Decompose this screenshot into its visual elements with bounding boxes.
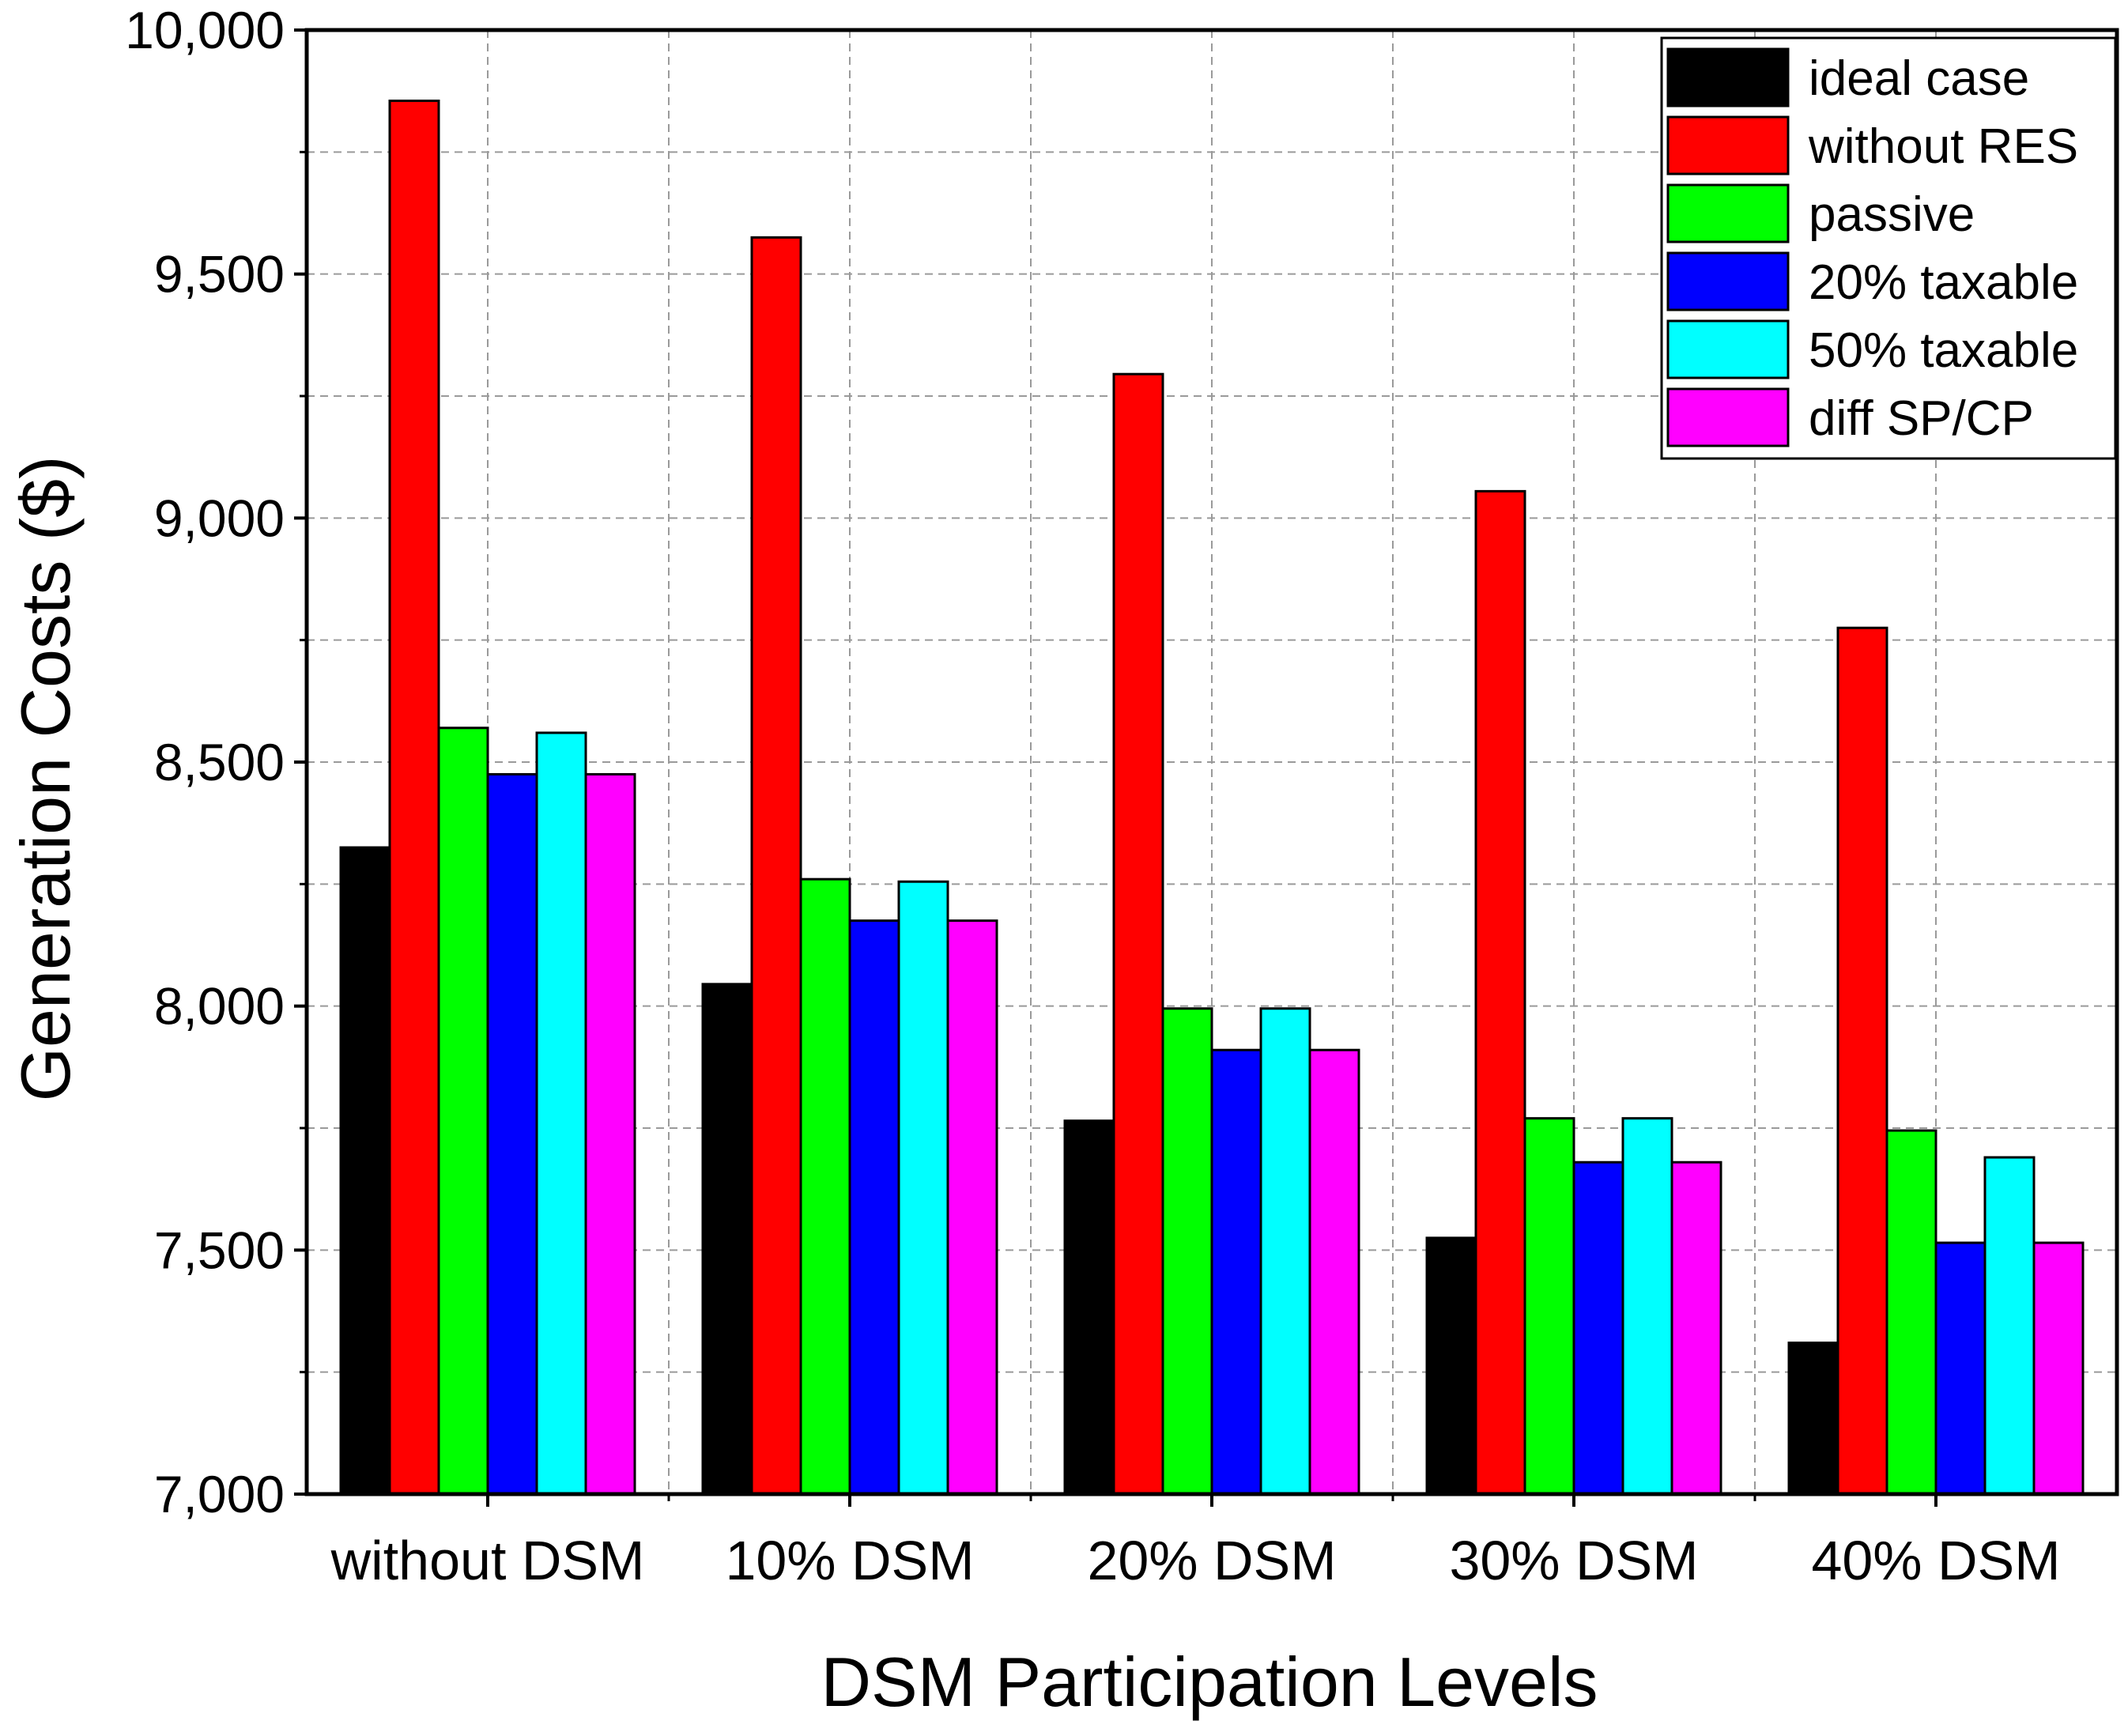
legend-label: 20% taxable — [1809, 255, 2078, 310]
legend-label: 50% taxable — [1809, 323, 2078, 378]
legend: ideal case without RES passive 20% taxable 5… — [1660, 36, 2117, 460]
x-axis-title: DSM Participation Levels — [821, 1643, 1598, 1721]
bars — [339, 100, 2085, 1496]
bar-without-res-2 — [1112, 372, 1164, 1496]
bar-diff-sp-cp-2 — [1308, 1048, 1360, 1496]
legend-swatch — [1666, 115, 1790, 175]
bar-diff-sp-cp-3 — [1670, 1160, 1722, 1496]
bar-without-res-4 — [1836, 626, 1888, 1496]
bar-50-taxable-4 — [1983, 1156, 2036, 1496]
bar-without-res-3 — [1474, 489, 1526, 1496]
x-tick-label: without DSM — [330, 1530, 645, 1591]
bar-20-taxable-3 — [1572, 1160, 1624, 1496]
bar-passive-3 — [1523, 1117, 1575, 1496]
legend-label: diff SP/CP — [1809, 391, 2034, 446]
bar-diff-sp-cp-1 — [946, 919, 998, 1496]
x-tick-label: 40% DSM — [1811, 1530, 2060, 1591]
axes — [294, 28, 2119, 1507]
legend-swatch — [1666, 387, 1790, 447]
legend-swatch — [1666, 47, 1790, 108]
y-tick-label: 7,000 — [154, 1465, 285, 1523]
bar-50-taxable-3 — [1621, 1117, 1673, 1496]
bar-without-res-1 — [750, 236, 802, 1496]
legend-label: passive — [1809, 187, 1975, 242]
bar-passive-0 — [437, 726, 489, 1496]
bar-20-taxable-0 — [486, 772, 538, 1496]
bar-50-taxable-0 — [535, 731, 587, 1496]
legend-label: ideal case — [1809, 51, 2029, 106]
legend-label: without RES — [1808, 119, 2078, 174]
legend-swatch — [1666, 251, 1790, 311]
x-tick-label: 20% DSM — [1087, 1530, 1336, 1591]
bar-ideal-case-4 — [1787, 1342, 1839, 1496]
y-tick-label: 8,500 — [154, 733, 285, 791]
y-tick-label: 7,500 — [154, 1221, 285, 1279]
bar-passive-1 — [799, 877, 851, 1496]
y-axis-title: Generation Costs ($) — [6, 456, 85, 1102]
bar-50-taxable-2 — [1259, 1007, 1311, 1496]
bar-passive-2 — [1161, 1007, 1213, 1496]
y-tick-label: 10,000 — [125, 1, 285, 59]
legend-swatch — [1666, 183, 1790, 243]
bar-diff-sp-cp-4 — [2032, 1241, 2085, 1496]
y-tick-label: 9,000 — [154, 489, 285, 547]
bar-without-res-0 — [388, 100, 440, 1496]
y-tick-label: 8,000 — [154, 977, 285, 1036]
bar-20-taxable-1 — [848, 919, 900, 1496]
bar-passive-4 — [1885, 1129, 1937, 1496]
x-tick-label: 30% DSM — [1449, 1530, 1698, 1591]
legend-swatch — [1666, 319, 1790, 379]
bar-ideal-case-2 — [1063, 1119, 1115, 1496]
tick-labels: 7,000 7,500 8,000 8,500 9,000 9,500 10,000 with… — [125, 1, 2060, 1591]
x-tick-label: 10% DSM — [725, 1530, 974, 1591]
bar-20-taxable-4 — [1934, 1241, 1987, 1496]
bar-ideal-case-0 — [339, 846, 391, 1496]
bar-ideal-case-3 — [1425, 1236, 1477, 1496]
bar-diff-sp-cp-0 — [584, 772, 636, 1496]
y-tick-label: 9,500 — [154, 245, 285, 304]
bar-ideal-case-1 — [701, 983, 753, 1496]
bar-50-taxable-1 — [897, 880, 949, 1496]
bar-20-taxable-2 — [1210, 1048, 1262, 1496]
